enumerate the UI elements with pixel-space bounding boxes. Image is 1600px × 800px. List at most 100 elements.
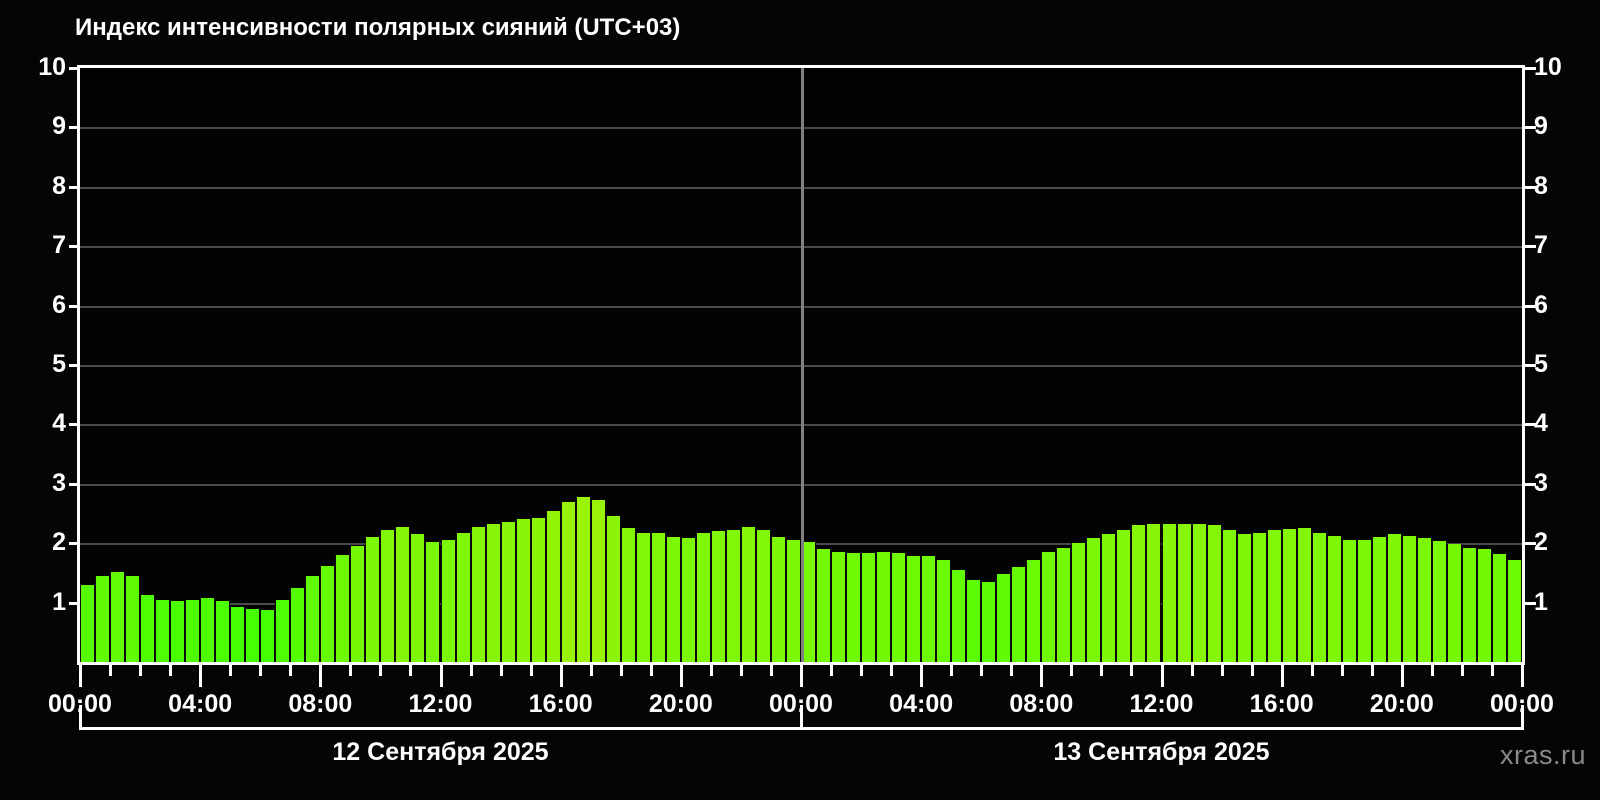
bar[interactable] [770,537,786,662]
bar[interactable] [530,518,546,662]
bar[interactable] [1371,537,1387,662]
bar[interactable] [590,500,606,662]
bar[interactable] [695,533,711,662]
bar[interactable] [320,565,336,662]
bar[interactable] [740,527,756,662]
bar[interactable] [1506,559,1522,662]
bar[interactable] [1326,536,1342,662]
bar[interactable] [245,608,261,662]
bar[interactable] [365,537,381,662]
bar[interactable] [1341,540,1357,662]
bar[interactable] [1356,540,1372,662]
bar[interactable] [1401,536,1417,662]
bar[interactable] [1191,524,1207,662]
bar[interactable] [140,594,156,662]
bar[interactable] [230,606,246,662]
bar[interactable] [605,516,621,662]
bar[interactable] [1281,528,1297,662]
bar[interactable] [635,532,651,662]
bar[interactable] [1011,566,1027,662]
bar[interactable] [275,599,291,662]
bar[interactable] [1056,547,1072,662]
bar[interactable] [966,580,982,662]
x-tick-minor-23 [769,665,773,676]
bar[interactable] [1311,532,1327,662]
watermark: xras.ru [1499,740,1586,770]
bar[interactable] [1416,538,1432,662]
x-tick-minor-27 [890,665,894,676]
bar[interactable] [996,574,1012,662]
bar[interactable] [215,600,231,662]
bar[interactable] [1101,534,1117,662]
bar[interactable] [620,528,636,662]
bar[interactable] [305,575,321,662]
bar[interactable] [936,559,952,662]
bar[interactable] [785,540,801,662]
bar[interactable] [500,522,516,662]
bar[interactable] [1296,528,1312,662]
bar[interactable] [665,537,681,662]
bar[interactable] [1131,525,1147,662]
bar[interactable] [380,530,396,662]
bar[interactable] [1386,534,1402,662]
bar[interactable] [1161,524,1177,662]
bar[interactable] [1176,524,1192,662]
bar[interactable] [80,584,96,662]
bar[interactable] [395,526,411,662]
bar[interactable] [155,599,171,662]
bar[interactable] [455,532,471,662]
bar[interactable] [560,501,576,662]
bar[interactable] [545,510,561,662]
bar[interactable] [350,546,366,662]
bar[interactable] [515,519,531,662]
bar[interactable] [861,552,877,662]
bar[interactable] [1026,559,1042,662]
bar[interactable] [876,551,892,662]
bar[interactable] [575,496,591,662]
bar[interactable] [816,549,832,662]
bar[interactable] [170,601,186,662]
bar[interactable] [1071,543,1087,662]
bar[interactable] [921,556,937,662]
bar[interactable] [485,524,501,662]
bar[interactable] [755,530,771,662]
bar[interactable] [906,556,922,662]
bar[interactable] [650,533,666,662]
bar[interactable] [1431,540,1447,662]
bar[interactable] [831,551,847,662]
bar[interactable] [725,530,741,662]
bar[interactable] [1491,553,1507,662]
bar[interactable] [680,538,696,662]
bar[interactable] [1461,547,1477,662]
bar[interactable] [1086,538,1102,662]
bar[interactable] [110,571,126,662]
bar[interactable] [410,534,426,662]
bar[interactable] [1221,530,1237,662]
bar[interactable] [335,555,351,662]
bar[interactable] [185,599,201,662]
bar[interactable] [1116,530,1132,662]
bar[interactable] [710,531,726,662]
bar[interactable] [891,552,907,662]
bar[interactable] [440,540,456,662]
bar[interactable] [1251,532,1267,662]
bar[interactable] [1266,530,1282,662]
bar[interactable] [1206,525,1222,662]
bar[interactable] [95,575,111,662]
bar[interactable] [1041,552,1057,662]
bar[interactable] [1236,534,1252,662]
bar[interactable] [981,581,997,662]
bar[interactable] [425,542,441,662]
x-tick-minor-47 [1490,665,1494,676]
bar[interactable] [200,598,216,662]
bar[interactable] [1476,549,1492,662]
bar[interactable] [1146,524,1162,662]
bar[interactable] [470,526,486,662]
bar[interactable] [260,609,276,662]
bar[interactable] [290,587,306,662]
bar[interactable] [951,569,967,662]
bar[interactable] [1446,544,1462,662]
bar[interactable] [125,575,141,662]
bar[interactable] [846,553,862,662]
y-tick-label-left-5: 5 [52,350,66,378]
